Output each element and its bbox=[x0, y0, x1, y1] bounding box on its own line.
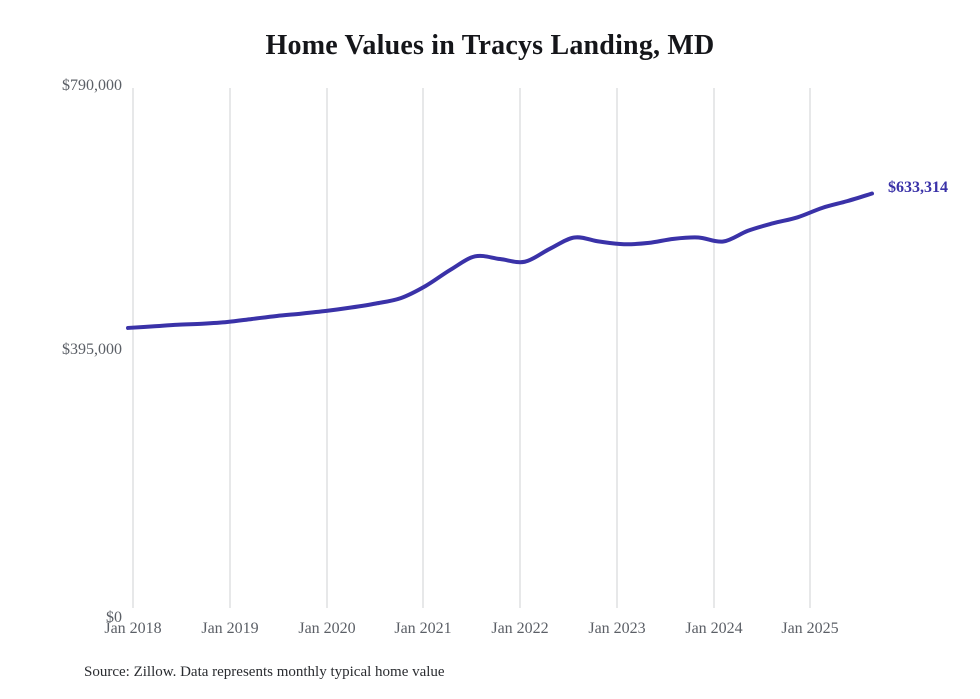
gridlines bbox=[132, 88, 811, 608]
y-tick-label-zero: $0 bbox=[106, 609, 122, 626]
x-tick-label-jan-2021: Jan 2021 bbox=[394, 620, 452, 637]
y-tick-label-mid: $395,000 bbox=[62, 341, 122, 358]
y-tick-label-max: $790,000 bbox=[62, 77, 122, 94]
line-series-typical-home-value bbox=[126, 191, 874, 330]
x-tick-label-jan-2020: Jan 2020 bbox=[298, 620, 356, 637]
x-tick-label-jan-2025: Jan 2025 bbox=[781, 620, 839, 637]
x-tick-label-jan-2022: Jan 2022 bbox=[491, 620, 549, 637]
x-tick-label-jan-2018: Jan 2018 bbox=[104, 620, 162, 637]
y-axis: $790,000 $395,000 $0 bbox=[0, 0, 122, 699]
x-tick-label-jan-2024: Jan 2024 bbox=[685, 620, 743, 637]
x-tick-label-jan-2023: Jan 2023 bbox=[588, 620, 646, 637]
x-tick-label-jan-2019: Jan 2019 bbox=[201, 620, 259, 637]
end-value-annotation: $633,314 bbox=[888, 179, 948, 196]
chart-title: Home Values in Tracys Landing, MD bbox=[265, 30, 715, 61]
source-note: Source: Zillow. Data represents monthly … bbox=[84, 664, 445, 680]
